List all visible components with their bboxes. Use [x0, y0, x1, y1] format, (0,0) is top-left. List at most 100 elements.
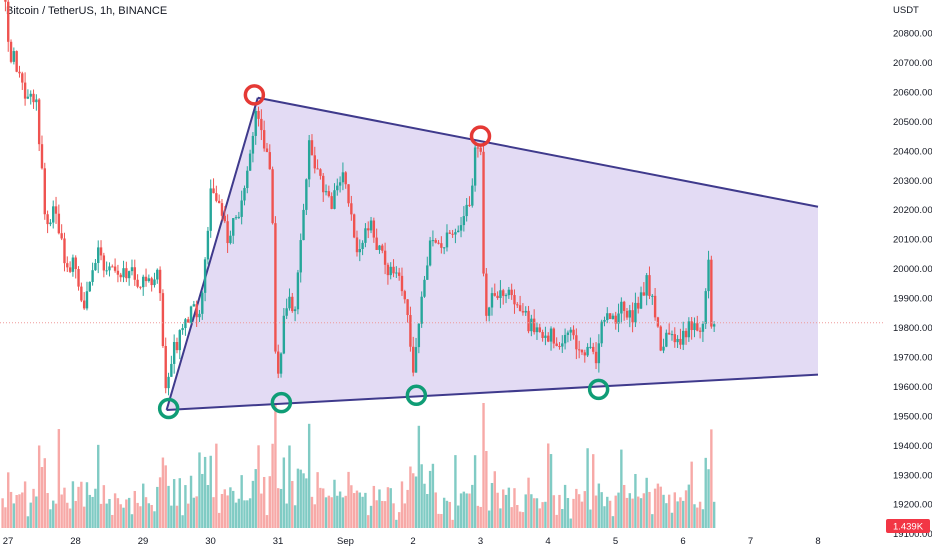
candle-body: [192, 304, 196, 307]
candle-body: [423, 279, 426, 297]
volume-bar: [454, 455, 457, 528]
candle-body: [493, 293, 496, 296]
candle-body: [111, 266, 114, 268]
candle-body: [251, 135, 255, 154]
candle-body: [566, 332, 570, 335]
volume-bar: [350, 485, 353, 528]
volume-bar: [313, 504, 316, 528]
volume-bar: [637, 496, 640, 528]
volume-bar: [679, 497, 682, 528]
candle-body: [473, 147, 477, 186]
candle-body: [91, 270, 94, 282]
pivot-low-marker: [587, 378, 610, 401]
price-tick-label: 20100.00: [893, 235, 932, 246]
price-tick-label: 20500.00: [893, 117, 932, 128]
price-tick-label: 19300.00: [893, 470, 932, 481]
volume-bar: [116, 498, 120, 528]
volume-bar: [299, 469, 302, 528]
volume-bar: [181, 515, 184, 528]
price-tick-label: 19600.00: [893, 382, 932, 393]
candle-body: [161, 293, 165, 346]
candle-body: [510, 289, 513, 296]
volume-bars: [1, 403, 716, 528]
candle-body: [445, 232, 449, 248]
volume-bar: [575, 488, 578, 528]
candle-body: [139, 286, 142, 288]
candle-body: [305, 179, 308, 210]
volume-bar: [302, 473, 305, 528]
candle-body: [538, 327, 541, 333]
volume-bar: [698, 501, 702, 528]
candle-body: [507, 289, 511, 296]
candle-body: [274, 223, 277, 352]
volume-bar: [322, 488, 325, 528]
candle-body: [316, 168, 319, 170]
volume-bar: [414, 476, 418, 528]
volume-bar: [68, 508, 72, 528]
candle-body: [271, 169, 274, 224]
candle-body: [4, 0, 7, 2]
volume-bar: [35, 496, 38, 528]
volume-bar: [383, 501, 387, 528]
volume-bar: [91, 496, 94, 528]
candle-body: [130, 267, 134, 272]
candle-body: [310, 140, 314, 156]
candle-body: [499, 290, 502, 299]
candle-body: [541, 332, 544, 338]
candle-body: [268, 152, 271, 170]
volume-bar: [412, 473, 415, 528]
candle-body: [18, 71, 21, 74]
candle-body: [209, 188, 212, 231]
volume-bar: [102, 485, 106, 528]
volume-bar: [203, 456, 207, 528]
volume-bar: [77, 486, 80, 528]
candle-body: [133, 267, 136, 280]
candle-body: [333, 190, 336, 209]
candle-body: [344, 172, 347, 185]
volume-bar: [327, 495, 331, 528]
volume-bar: [476, 505, 480, 528]
candle-body: [448, 232, 451, 234]
volume-bar: [614, 495, 617, 528]
volume-bar: [209, 455, 212, 528]
candle-body: [260, 118, 263, 131]
candle-body: [532, 318, 536, 333]
candle-body: [147, 278, 151, 282]
candle-body: [428, 240, 432, 266]
candle-body: [234, 217, 238, 219]
volume-bar: [417, 425, 421, 528]
volume-bar: [344, 495, 347, 528]
time-tick-label: 3: [478, 536, 483, 547]
volume-bar: [150, 504, 153, 528]
candle-body: [319, 169, 322, 176]
volume-bar: [617, 492, 620, 528]
candle-body: [693, 323, 696, 331]
volume-bar: [198, 452, 201, 528]
candle-body: [561, 343, 564, 347]
volume-bar: [192, 497, 196, 528]
volume-bar: [243, 500, 246, 528]
candle-body: [99, 247, 103, 256]
candle-body: [471, 185, 474, 206]
volume-bar: [459, 493, 463, 528]
volume-bar: [97, 444, 100, 528]
candle-body: [217, 200, 221, 204]
volume-bar: [440, 513, 443, 528]
price-tick-label: 20600.00: [893, 87, 932, 98]
volume-bar: [274, 403, 277, 528]
candle-body: [414, 347, 418, 373]
candle-body: [226, 221, 229, 244]
candle-body: [392, 266, 395, 274]
volume-bar: [338, 491, 342, 528]
volume-bar: [482, 403, 485, 528]
volume-bar: [296, 468, 300, 528]
candle-body: [710, 259, 713, 327]
candle-body: [665, 332, 668, 347]
volume-bar: [139, 506, 142, 528]
time-tick-label: 31: [273, 536, 284, 547]
candle-body: [156, 269, 159, 280]
volume-bar: [74, 500, 77, 528]
candle-body: [496, 295, 499, 299]
pivot-markers: [157, 84, 610, 420]
